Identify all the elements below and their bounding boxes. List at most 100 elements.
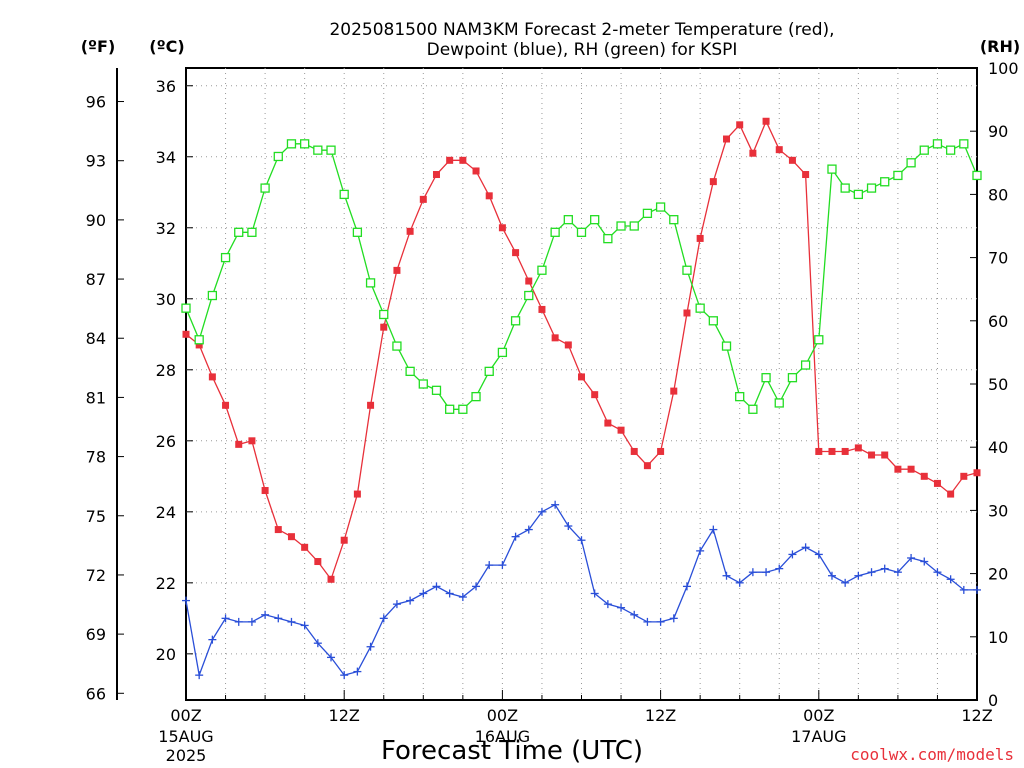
temperature-point bbox=[973, 469, 981, 477]
rh-point bbox=[458, 404, 468, 414]
temperature-point bbox=[248, 437, 256, 445]
temperature-point bbox=[881, 451, 889, 459]
temperature-point bbox=[459, 156, 467, 164]
dewpoint-point bbox=[603, 600, 612, 609]
temperature-point bbox=[657, 447, 665, 455]
series-2-meter-temperature bbox=[182, 117, 981, 583]
temperature-point bbox=[841, 447, 849, 455]
rh-tick-label: 30 bbox=[988, 501, 1008, 520]
temperature-point bbox=[868, 451, 876, 459]
fahrenheit-tick-label: 78 bbox=[86, 448, 106, 467]
rh-point bbox=[431, 385, 442, 395]
temperature-point bbox=[828, 447, 836, 455]
temperature-point bbox=[709, 178, 717, 186]
temperature-point bbox=[551, 334, 559, 342]
celsius-tick-label: 26 bbox=[156, 432, 176, 451]
dewpoint-point bbox=[775, 564, 784, 573]
rh-point bbox=[761, 373, 771, 383]
rh-point bbox=[616, 221, 626, 231]
dewpoint-point bbox=[907, 553, 916, 562]
temperature-point bbox=[723, 135, 731, 143]
temperature-point bbox=[960, 472, 968, 480]
rh-point bbox=[880, 177, 890, 187]
dewpoint-point bbox=[208, 635, 217, 644]
temperature-point bbox=[287, 533, 295, 541]
rh-point bbox=[708, 316, 718, 326]
dewpoint-point bbox=[472, 582, 481, 591]
rh-point bbox=[748, 404, 758, 414]
grid-lines bbox=[186, 68, 977, 700]
temperature-point bbox=[485, 192, 493, 200]
temperature-point bbox=[498, 224, 506, 232]
temperature-point bbox=[512, 249, 520, 257]
rh-point bbox=[972, 170, 982, 181]
rh-point bbox=[365, 278, 376, 288]
rh-point bbox=[787, 373, 798, 383]
temperature-point bbox=[340, 536, 348, 544]
rh-point bbox=[260, 183, 270, 193]
dewpoint-point bbox=[564, 522, 573, 531]
celsius-tick-label: 28 bbox=[156, 361, 176, 380]
dewpoint-point bbox=[274, 614, 283, 623]
temperature-point bbox=[670, 387, 678, 395]
temperature-point bbox=[815, 447, 823, 455]
time-tick-year: 2025 bbox=[166, 746, 207, 765]
dewpoint-point bbox=[682, 582, 691, 591]
temperature-point bbox=[327, 575, 335, 583]
dewpoint-point bbox=[669, 614, 678, 623]
dewpoint-point bbox=[762, 568, 771, 577]
series-line bbox=[185, 503, 977, 678]
dewpoint-point bbox=[195, 671, 204, 680]
time-tick-label: 00Z bbox=[170, 706, 201, 725]
rh-point bbox=[800, 360, 811, 370]
temperature-point bbox=[617, 426, 625, 434]
dewpoint-point bbox=[973, 585, 981, 594]
temperature-point bbox=[261, 487, 269, 495]
rh-point bbox=[471, 391, 481, 402]
dewpoint-point bbox=[287, 617, 296, 626]
dewpoint-point bbox=[524, 525, 533, 534]
rh-point bbox=[721, 341, 732, 351]
rh-point bbox=[959, 139, 969, 149]
rh-point bbox=[642, 208, 653, 219]
rh-point bbox=[945, 145, 956, 155]
temperature-point bbox=[314, 558, 322, 566]
rh-tick-label: 90 bbox=[988, 122, 1008, 141]
dewpoint-point bbox=[854, 571, 863, 580]
celsius-tick-label: 30 bbox=[156, 290, 176, 309]
rh-point bbox=[774, 398, 784, 408]
dewpoint-point bbox=[748, 568, 757, 577]
rh-point bbox=[405, 366, 415, 377]
dewpoint-point bbox=[577, 536, 586, 545]
temperature-point bbox=[446, 156, 454, 164]
fahrenheit-tick-label: 96 bbox=[86, 93, 106, 112]
rh-point bbox=[326, 145, 336, 155]
rh-tick-label: 10 bbox=[988, 628, 1008, 647]
dewpoint-point bbox=[709, 525, 718, 534]
temperature-point bbox=[643, 462, 651, 470]
celsius-tick-label: 22 bbox=[156, 574, 176, 593]
rh-unit-label: (RH) bbox=[980, 37, 1020, 56]
celsius-tick-label: 20 bbox=[156, 645, 176, 664]
dewpoint-point bbox=[867, 568, 876, 577]
temperature-point bbox=[274, 526, 282, 534]
rh-point bbox=[853, 189, 863, 200]
dewpoint-point bbox=[656, 617, 665, 626]
rh-point bbox=[655, 202, 666, 212]
dewpoint-point bbox=[247, 617, 256, 626]
temperature-point bbox=[472, 167, 480, 175]
dewpoint-point bbox=[617, 603, 626, 612]
rh-point bbox=[695, 303, 705, 313]
temperature-point bbox=[538, 305, 546, 313]
rh-point bbox=[510, 316, 521, 326]
temperature-point bbox=[578, 373, 585, 381]
dewpoint-point bbox=[511, 532, 520, 541]
time-tick-label: 12Z bbox=[329, 706, 360, 725]
dewpoint-point bbox=[933, 568, 942, 577]
rh-point bbox=[497, 347, 508, 358]
dewpoint-point bbox=[498, 561, 507, 570]
fahrenheit-tick-label: 72 bbox=[86, 566, 106, 585]
rh-point bbox=[576, 227, 587, 237]
